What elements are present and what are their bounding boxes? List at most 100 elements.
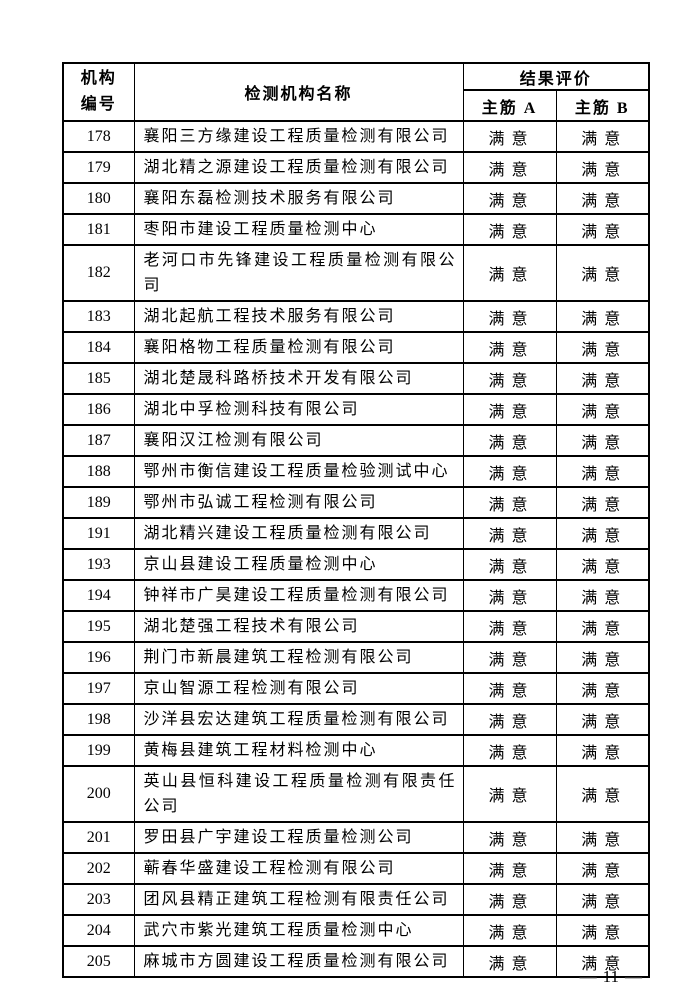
result-a-cell: 满意	[462, 703, 557, 736]
header-row-1: 机构 编号 检测机构名称 结果评价	[62, 62, 650, 122]
table-row: 199 黄梅县建筑工程材料检测中心 满意 满意	[62, 734, 650, 767]
org-name-cell: 京山智源工程检测有限公司	[133, 672, 464, 705]
org-name-cell: 沙洋县宏达建筑工程质量检测有限公司	[133, 703, 464, 736]
org-name-cell: 钟祥市广昊建设工程质量检测有限公司	[133, 579, 464, 612]
result-a-cell: 满意	[462, 579, 557, 612]
header-org-id: 机构 编号	[62, 62, 135, 122]
table-row: 193 京山县建设工程质量检测中心 满意 满意	[62, 548, 650, 581]
result-b-cell: 满意	[555, 703, 650, 736]
table-row: 202 蕲春华盛建设工程检测有限公司 满意 满意	[62, 852, 650, 885]
header-rebar-b: 主筋 B	[555, 89, 650, 122]
result-a-cell: 满意	[462, 331, 557, 364]
table-row: 201 罗田县广宇建设工程质量检测公司 满意 满意	[62, 821, 650, 854]
org-name-cell: 京山县建设工程质量检测中心	[133, 548, 464, 581]
org-id-cell: 186	[62, 393, 135, 426]
table-row: 189 鄂州市弘诚工程检测有限公司 满意 满意	[62, 486, 650, 519]
result-b-cell: 满意	[555, 945, 650, 978]
result-a-cell: 满意	[462, 486, 557, 519]
result-a-cell: 满意	[462, 641, 557, 674]
org-id-cell: 203	[62, 883, 135, 916]
table-row: 203 团风县精正建筑工程检测有限责任公司 满意 满意	[62, 883, 650, 916]
table-row: 187 襄阳汉江检测有限公司 满意 满意	[62, 424, 650, 457]
table-row: 191 湖北精兴建设工程质量检测有限公司 满意 满意	[62, 517, 650, 550]
result-a-cell: 满意	[462, 455, 557, 488]
org-id-cell: 196	[62, 641, 135, 674]
result-b-cell: 满意	[555, 151, 650, 184]
org-id-cell: 183	[62, 300, 135, 333]
org-id-cell: 180	[62, 182, 135, 215]
result-b-cell: 满意	[555, 765, 650, 823]
org-name-cell: 湖北中孚检测科技有限公司	[133, 393, 464, 426]
result-a-cell: 满意	[462, 244, 557, 302]
org-id-cell: 187	[62, 424, 135, 457]
result-a-cell: 满意	[462, 914, 557, 947]
org-name-cell: 老河口市先锋建设工程质量检测有限公司	[133, 244, 464, 302]
org-id-cell: 182	[62, 244, 135, 302]
table-row: 184 襄阳格物工程质量检测有限公司 满意 满意	[62, 331, 650, 364]
table-row: 178 襄阳三方缘建设工程质量检测有限公司 满意 满意	[62, 120, 650, 153]
result-a-cell: 满意	[462, 734, 557, 767]
result-a-cell: 满意	[462, 120, 557, 153]
org-id-cell: 202	[62, 852, 135, 885]
result-a-cell: 满意	[462, 765, 557, 823]
table-row: 204 武穴市紫光建筑工程质量检测中心 满意 满意	[62, 914, 650, 947]
result-a-cell: 满意	[462, 852, 557, 885]
result-b-cell: 满意	[555, 486, 650, 519]
result-a-cell: 满意	[462, 821, 557, 854]
result-b-cell: 满意	[555, 852, 650, 885]
org-name-cell: 团风县精正建筑工程检测有限责任公司	[133, 883, 464, 916]
result-b-cell: 满意	[555, 393, 650, 426]
org-id-cell: 189	[62, 486, 135, 519]
org-id-cell: 195	[62, 610, 135, 643]
org-name-cell: 鄂州市弘诚工程检测有限公司	[133, 486, 464, 519]
header-org-name: 检测机构名称	[133, 62, 464, 122]
page-number-value: 11	[602, 967, 619, 986]
org-id-cell: 205	[62, 945, 135, 978]
table-row: 200 英山县恒科建设工程质量检测有限责任公司 满意 满意	[62, 765, 650, 823]
org-name-cell: 襄阳汉江检测有限公司	[133, 424, 464, 457]
org-name-cell: 黄梅县建筑工程材料检测中心	[133, 734, 464, 767]
table-row: 182 老河口市先锋建设工程质量检测有限公司 满意 满意	[62, 244, 650, 302]
org-name-cell: 麻城市方圆建设工程质量检测有限公司	[133, 945, 464, 978]
org-id-cell: 197	[62, 672, 135, 705]
org-name-cell: 襄阳格物工程质量检测有限公司	[133, 331, 464, 364]
result-a-cell: 满意	[462, 672, 557, 705]
org-id-cell: 204	[62, 914, 135, 947]
org-name-cell: 襄阳三方缘建设工程质量检测有限公司	[133, 120, 464, 153]
org-id-cell: 181	[62, 213, 135, 246]
result-b-cell: 满意	[555, 548, 650, 581]
org-id-cell: 201	[62, 821, 135, 854]
org-id-cell: 179	[62, 151, 135, 184]
org-id-cell: 194	[62, 579, 135, 612]
result-b-cell: 满意	[555, 579, 650, 612]
result-a-cell: 满意	[462, 182, 557, 215]
org-name-cell: 湖北楚强工程技术有限公司	[133, 610, 464, 643]
org-id-cell: 184	[62, 331, 135, 364]
org-name-cell: 武穴市紫光建筑工程质量检测中心	[133, 914, 464, 947]
result-a-cell: 满意	[462, 151, 557, 184]
table-row: 180 襄阳东磊检测技术服务有限公司 满意 满意	[62, 182, 650, 215]
results-table: 机构 编号 检测机构名称 结果评价 主筋 A 主筋 B 178 襄阳三方缘建设工程…	[62, 62, 651, 978]
org-name-cell: 蕲春华盛建设工程检测有限公司	[133, 852, 464, 885]
table-row: 195 湖北楚强工程技术有限公司 满意 满意	[62, 610, 650, 643]
org-name-cell: 湖北精之源建设工程质量检测有限公司	[133, 151, 464, 184]
result-b-cell: 满意	[555, 120, 650, 153]
table-body: 178 襄阳三方缘建设工程质量检测有限公司 满意 满意 179 湖北精之源建设工程质量检测…	[62, 120, 650, 978]
result-b-cell: 满意	[555, 672, 650, 705]
org-name-cell: 襄阳东磊检测技术服务有限公司	[133, 182, 464, 215]
table-header: 机构 编号 检测机构名称 结果评价 主筋 A 主筋 B	[62, 62, 650, 122]
org-name-cell: 英山县恒科建设工程质量检测有限责任公司	[133, 765, 464, 823]
page-number-left-dash: —	[579, 967, 597, 986]
result-a-cell: 满意	[462, 393, 557, 426]
result-b-cell: 满意	[555, 455, 650, 488]
result-b-cell: 满意	[555, 362, 650, 395]
result-b-cell: 满意	[555, 883, 650, 916]
org-id-cell: 191	[62, 517, 135, 550]
page-number: — 11 —	[574, 967, 648, 987]
result-a-cell: 满意	[462, 213, 557, 246]
result-a-cell: 满意	[462, 424, 557, 457]
org-id-cell: 198	[62, 703, 135, 736]
header-row-2: 主筋 A 主筋 B	[63, 89, 650, 122]
table-row: 179 湖北精之源建设工程质量检测有限公司 满意 满意	[62, 151, 650, 184]
